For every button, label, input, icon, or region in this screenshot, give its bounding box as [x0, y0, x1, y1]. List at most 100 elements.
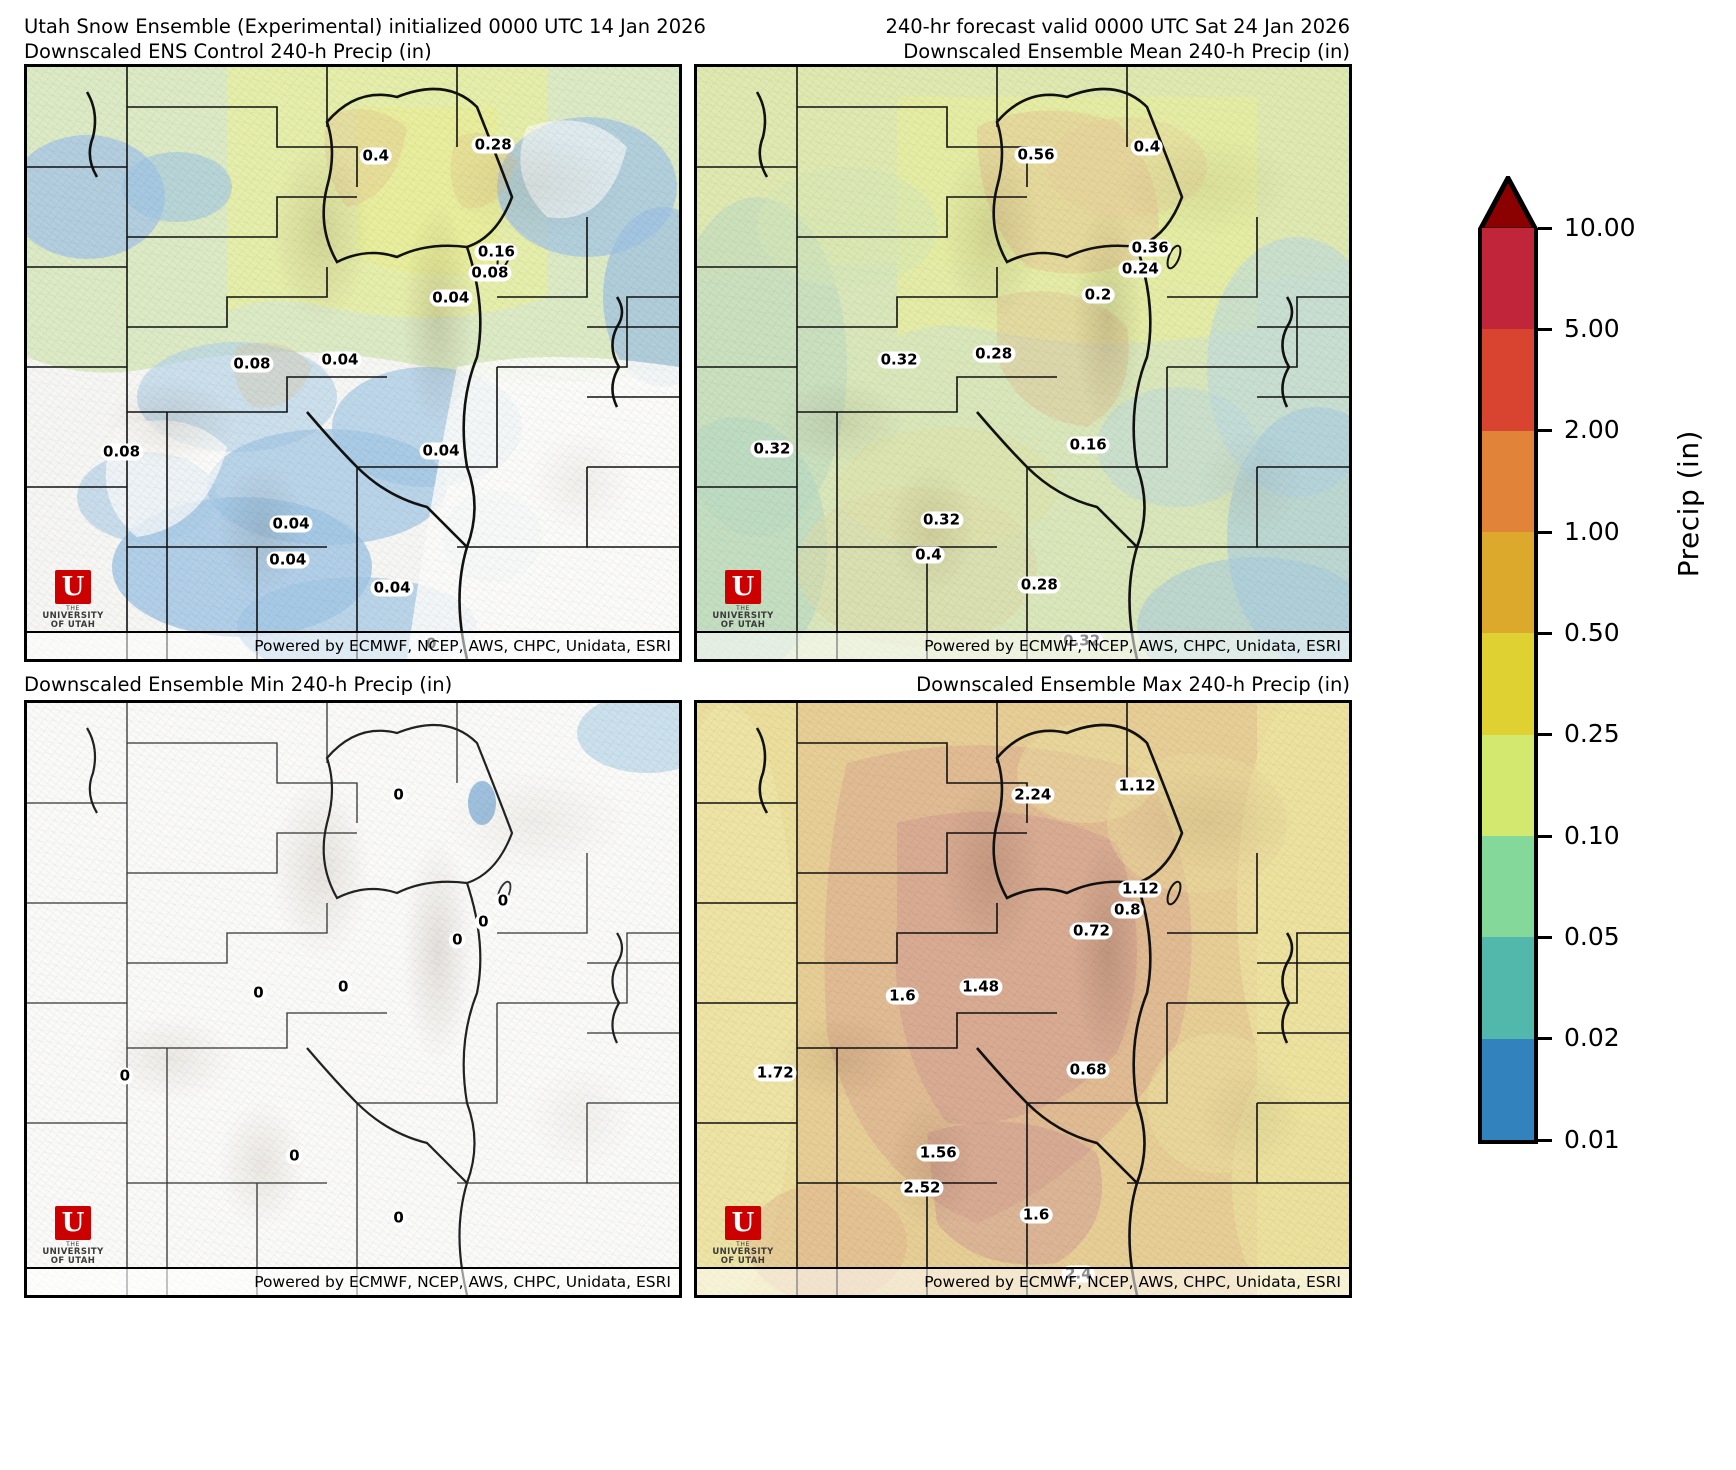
u-logo-letter: U — [55, 1206, 91, 1240]
colorbar-tick-label: 10.00 — [1564, 212, 1636, 242]
contour-label: 0 — [449, 931, 466, 949]
header-right-line2: Downscaled Ensemble Mean 240-h Precip (i… — [903, 40, 1350, 63]
contour-label: 0 — [335, 978, 352, 996]
header-left: Utah Snow Ensemble (Experimental) initia… — [24, 14, 706, 64]
map-canvas-ens-min — [27, 703, 679, 1295]
u-logo-line1: THE — [736, 1241, 750, 1248]
u-logo-line2: UNIVERSITY — [42, 1247, 104, 1257]
u-logo-letter: U — [55, 570, 91, 604]
contour-label: 2.52 — [900, 1179, 944, 1197]
attribution-text: Powered by ECMWF, NCEP, AWS, CHPC, Unida… — [924, 1273, 1341, 1291]
map-panel-ens-max[interactable]: 2.24 1.12 1.12 0.8 0.72 1.6 1.48 1.72 0.… — [694, 700, 1352, 1298]
colorbar-band — [1482, 228, 1534, 330]
university-of-utah-logo: U THE UNIVERSITY OF UTAH — [37, 1206, 109, 1265]
contour-label: 0 — [390, 1209, 407, 1227]
colorbar-band — [1482, 835, 1534, 938]
colorbar-axis-label: Precip (in) — [1672, 430, 1705, 578]
colorbar-tick-label: 1.00 — [1564, 516, 1620, 546]
contour-label: 0.28 — [471, 136, 515, 154]
contour-label: 1.72 — [753, 1064, 797, 1082]
u-logo-line2: UNIVERSITY — [42, 611, 104, 621]
colorbar-tick-mark — [1538, 631, 1552, 635]
colorbar-tick-mark — [1538, 226, 1552, 230]
contour-label: 0.68 — [1066, 1061, 1110, 1079]
attribution-bar-ens-mean: Powered by ECMWF, NCEP, AWS, CHPC, Unida… — [697, 631, 1349, 659]
colorbar-tick-label: 5.00 — [1564, 313, 1620, 343]
contour-label: 0.04 — [269, 515, 313, 533]
map-panel-ens-mean[interactable]: 0.56 0.4 0.36 0.24 0.2 0.32 0.28 0.32 0.… — [694, 64, 1352, 662]
colorbar-band — [1482, 633, 1534, 735]
colorbar-band — [1482, 734, 1534, 836]
colorbar-tick-mark — [1538, 327, 1552, 331]
u-logo-line1: THE — [66, 605, 80, 612]
contour-label: 1.56 — [916, 1144, 960, 1162]
colorbar-tick-mark — [1538, 733, 1552, 737]
contour-label: 0.16 — [1066, 436, 1110, 454]
precip-field-ens-min — [27, 703, 679, 1295]
u-logo-line3: OF UTAH — [720, 1255, 766, 1266]
contour-label: 0.08 — [468, 264, 512, 282]
colorbar-bands — [1478, 228, 1538, 1144]
contour-label: 0.04 — [419, 442, 463, 460]
university-of-utah-logo: U THE UNIVERSITY OF UTAH — [707, 1206, 779, 1265]
contour-label: 0.72 — [1069, 922, 1113, 940]
map-panel-ens-control[interactable]: 0.4 0.28 0.16 0.08 0.04 0.08 0.04 0.08 0… — [24, 64, 682, 662]
u-logo-letter: U — [725, 570, 761, 604]
contour-label: 0.16 — [474, 243, 518, 261]
colorbar-band — [1482, 937, 1534, 1039]
colorbar-tick-label: 0.01 — [1564, 1124, 1620, 1154]
contour-label: 0.4 — [359, 147, 393, 165]
header-left-line2: Downscaled ENS Control 240-h Precip (in) — [24, 40, 432, 63]
colorbar-tick-label: 0.02 — [1564, 1023, 1620, 1053]
u-logo-letter: U — [725, 1206, 761, 1240]
colorbar-extend-arrow — [1478, 176, 1538, 232]
colorbar-tick-mark — [1538, 1138, 1552, 1142]
colorbar — [1478, 176, 1538, 1144]
contour-label: 0.28 — [1017, 576, 1061, 594]
attribution-text: Powered by ECMWF, NCEP, AWS, CHPC, Unida… — [924, 637, 1341, 655]
contour-label: 0.24 — [1118, 260, 1162, 278]
colorbar-band — [1482, 1038, 1534, 1140]
header-right-line1: 240-hr forecast valid 0000 UTC Sat 24 Ja… — [885, 15, 1350, 38]
colorbar-tick-mark — [1538, 530, 1552, 534]
map-panel-ens-min[interactable]: 0 0 0 0 0 0 0 0 0 U THE UNIVERSITY OF UT… — [24, 700, 682, 1298]
colorbar-ticks: 10.00 5.00 2.00 1.00 0.50 0.25 0.10 0.05 0.02 0.0… — [1538, 176, 1736, 1152]
attribution-text: Powered by ECMWF, NCEP, AWS, CHPC, Unida… — [254, 637, 671, 655]
contour-label: 1.12 — [1115, 777, 1159, 795]
contour-label: 0.32 — [919, 511, 964, 529]
colorbar-tick-mark — [1538, 1037, 1552, 1041]
attribution-bar-ens-max: Powered by ECMWF, NCEP, AWS, CHPC, Unida… — [697, 1267, 1349, 1295]
colorbar-tick-label: 0.05 — [1564, 921, 1620, 951]
contour-label: 0.04 — [266, 551, 310, 569]
colorbar-tick-label: 0.50 — [1564, 617, 1620, 647]
university-of-utah-logo: U THE UNIVERSITY OF UTAH — [37, 570, 109, 629]
contour-label: 0 — [116, 1067, 134, 1085]
u-logo-line3: OF UTAH — [720, 619, 766, 630]
contour-label: 0.8 — [1111, 901, 1144, 919]
contour-label: 1.6 — [886, 987, 919, 1005]
contour-label: 0.56 — [1014, 146, 1058, 164]
contour-label: 1.6 — [1019, 1206, 1053, 1224]
contour-label: 0.4 — [1130, 138, 1164, 156]
contour-label: 0.4 — [912, 546, 945, 564]
contour-label: 2.24 — [1011, 786, 1055, 804]
attribution-text: Powered by ECMWF, NCEP, AWS, CHPC, Unida… — [254, 1273, 671, 1291]
contour-label: 0.04 — [318, 351, 362, 369]
panel-title-ens-max: Downscaled Ensemble Max 240-h Precip (in… — [916, 673, 1350, 696]
colorbar-tick-mark — [1538, 429, 1552, 433]
contour-label: 1.12 — [1118, 880, 1162, 898]
contour-label: 0.32 — [750, 440, 794, 458]
header-right: 240-hr forecast valid 0000 UTC Sat 24 Ja… — [885, 14, 1350, 64]
contour-label: 0.32 — [877, 351, 921, 369]
colorbar-tick-mark — [1538, 935, 1552, 939]
attribution-bar-ens-min: Powered by ECMWF, NCEP, AWS, CHPC, Unida… — [27, 1267, 679, 1295]
u-logo-line3: OF UTAH — [50, 619, 96, 630]
contour-label: 0.08 — [100, 443, 144, 461]
contour-label: 0.08 — [230, 355, 274, 373]
contour-label: 0 — [250, 984, 267, 1002]
contour-label: 0 — [494, 892, 512, 910]
u-logo-line2: UNIVERSITY — [712, 611, 774, 621]
contour-label: 0.2 — [1081, 286, 1115, 304]
colorbar-band — [1482, 329, 1534, 431]
